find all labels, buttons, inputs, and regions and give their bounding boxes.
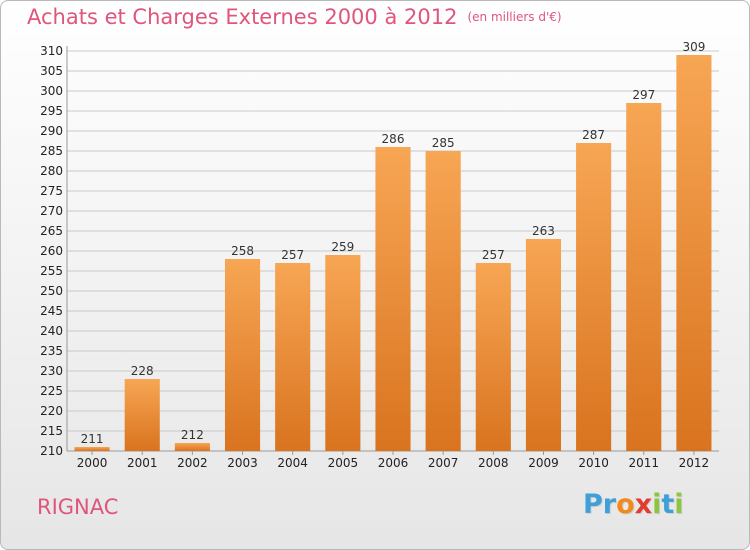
bar-2001 xyxy=(124,379,160,451)
y-tick-label: 270 xyxy=(40,204,63,218)
bar-2010 xyxy=(576,143,612,451)
data-label-2008: 257 xyxy=(482,248,505,262)
x-tick-label-2003: 2003 xyxy=(227,456,258,470)
bars xyxy=(74,55,712,451)
y-tick-label: 260 xyxy=(40,244,63,258)
bar-2009 xyxy=(525,239,562,451)
data-label-2002: 212 xyxy=(181,428,204,442)
chart-subtitle: (en milliers d'€) xyxy=(467,10,562,24)
y-tick-label: 220 xyxy=(40,404,63,418)
data-label-2005: 259 xyxy=(331,240,354,254)
data-label-2001: 228 xyxy=(131,364,154,378)
x-tick-label-2002: 2002 xyxy=(177,456,208,470)
y-tick-label: 245 xyxy=(40,304,63,318)
x-tick-label-2005: 2005 xyxy=(328,456,359,470)
bar-2002 xyxy=(174,443,210,451)
chart-title: Achats et Charges Externes 2000 à 2012 (e… xyxy=(27,5,562,29)
y-tick-label: 255 xyxy=(40,264,63,278)
logo-letter: o xyxy=(616,489,635,520)
logo-letter: i xyxy=(652,489,662,520)
y-tick-label: 235 xyxy=(40,344,63,358)
proxiti-logo: Proxiti xyxy=(583,489,684,520)
y-tick-label: 210 xyxy=(40,444,63,458)
logo-letter: t xyxy=(661,489,675,520)
y-tick-label: 300 xyxy=(40,84,63,98)
y-tick-label: 305 xyxy=(40,64,63,78)
x-tick-label-2004: 2004 xyxy=(277,456,308,470)
place-name: RIGNAC xyxy=(37,495,119,519)
y-tick-label: 310 xyxy=(40,44,63,58)
y-tick-label: 215 xyxy=(40,424,63,438)
y-tick-label: 290 xyxy=(40,124,63,138)
data-label-2000: 211 xyxy=(81,432,104,446)
y-tick-label: 250 xyxy=(40,284,63,298)
x-tick-label-2007: 2007 xyxy=(428,456,459,470)
data-label-2003: 258 xyxy=(231,244,254,258)
data-label-2012: 309 xyxy=(682,40,705,54)
bar-2011 xyxy=(626,103,662,451)
logo-letter: P xyxy=(583,489,603,520)
data-label-2004: 257 xyxy=(281,248,304,262)
y-tick-label: 225 xyxy=(40,384,63,398)
data-label-2006: 286 xyxy=(382,132,405,146)
x-tick-label-2011: 2011 xyxy=(628,456,659,470)
x-tick-label-2008: 2008 xyxy=(478,456,509,470)
bar-2004 xyxy=(275,263,311,451)
bar-2003 xyxy=(224,259,261,451)
x-tick-label-2009: 2009 xyxy=(528,456,559,470)
chart-title-text: Achats et Charges Externes 2000 à 2012 xyxy=(27,5,458,29)
y-tick-label: 230 xyxy=(40,364,63,378)
logo-letter: i xyxy=(674,489,684,520)
x-tick-label-2001: 2001 xyxy=(127,456,158,470)
data-label-2007: 285 xyxy=(432,136,455,150)
x-tick-label-2012: 2012 xyxy=(679,456,710,470)
data-labels: 211 228 212 258 257 259 286 285 257 263 287 297 309 xyxy=(81,40,706,446)
x-tick-label-2010: 2010 xyxy=(578,456,609,470)
y-tick-labels: 210 215 220 225 230 235 240 245 250 255 260 265 270 2… xyxy=(40,44,63,458)
logo-letter: x xyxy=(634,489,653,520)
y-tick-label: 240 xyxy=(40,324,63,338)
x-tick-labels: 2000 2001 2002 2003 2004 2005 2006 2007 2008 2009… xyxy=(77,451,709,470)
y-tick-label: 285 xyxy=(40,144,63,158)
logo-letter: r xyxy=(602,489,617,520)
bar-2012 xyxy=(676,55,712,451)
data-label-2009: 263 xyxy=(532,224,555,238)
y-tick-label: 265 xyxy=(40,224,63,238)
y-tick-label: 280 xyxy=(40,164,63,178)
bar-2006 xyxy=(375,147,411,451)
x-tick-label-2006: 2006 xyxy=(378,456,409,470)
x-tick-label-2000: 2000 xyxy=(77,456,108,470)
bar-2008 xyxy=(475,263,511,451)
data-label-2010: 287 xyxy=(582,128,605,142)
bar-2000 xyxy=(74,447,110,451)
bar-2005 xyxy=(325,255,361,451)
y-tick-label: 275 xyxy=(40,184,63,198)
y-tick-label: 295 xyxy=(40,104,63,118)
bar-2007 xyxy=(425,151,461,451)
data-label-2011: 297 xyxy=(632,88,655,102)
